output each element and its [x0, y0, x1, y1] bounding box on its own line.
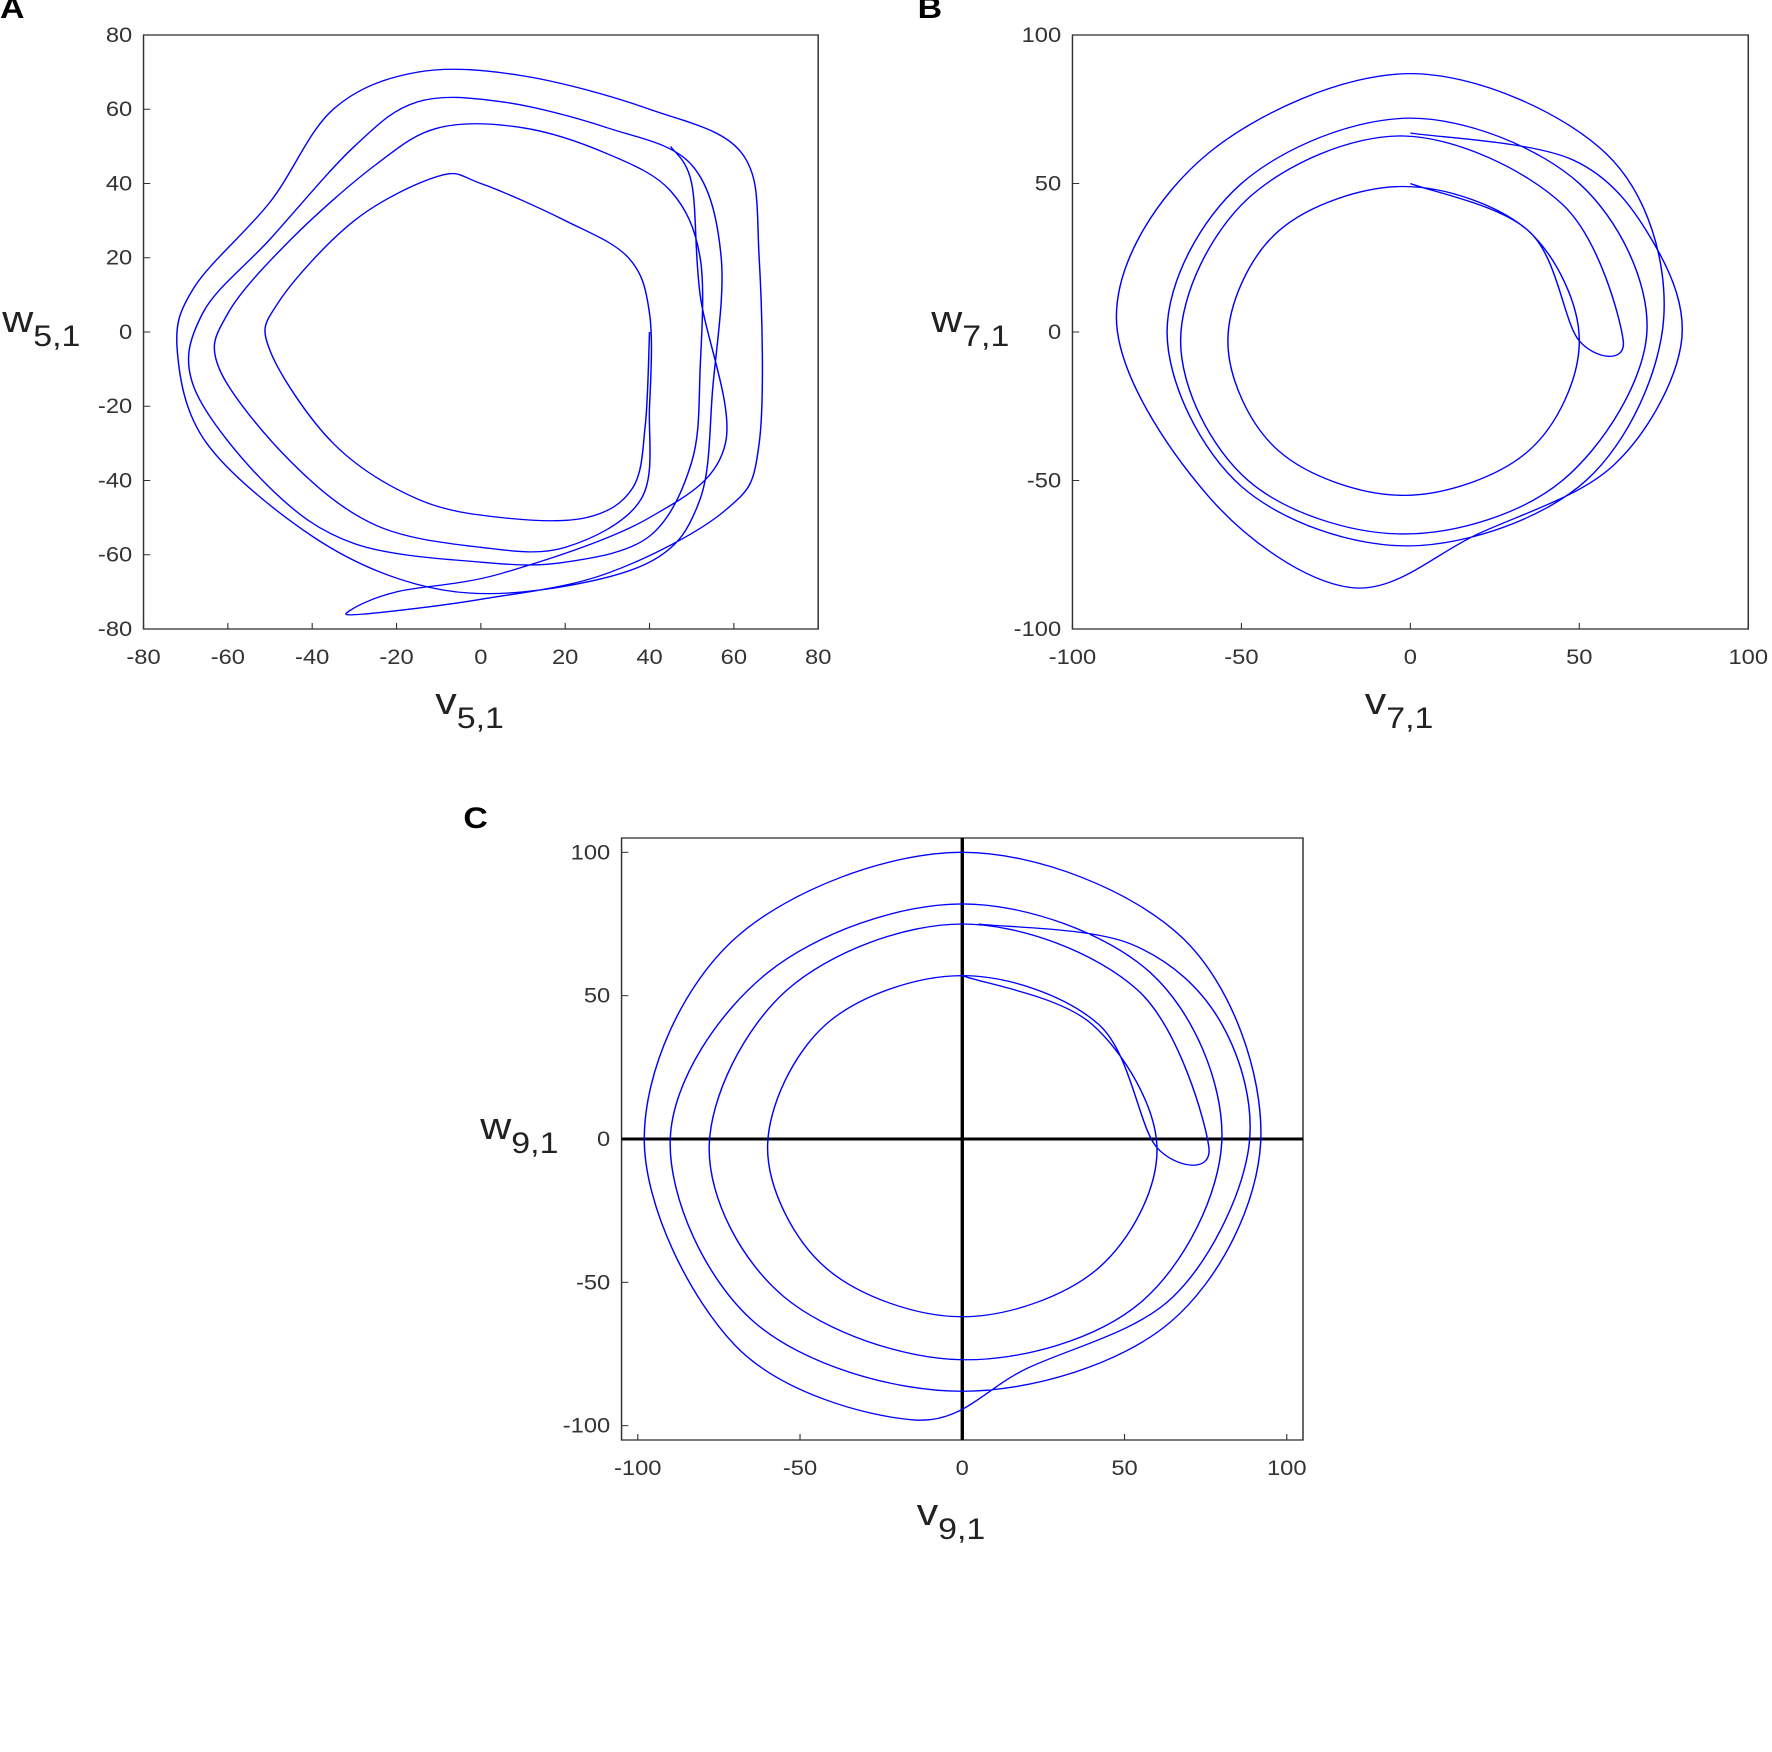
y-tick-label: -50 [576, 1271, 610, 1294]
x-tick-label: 60 [721, 645, 747, 668]
x-tick-label: -50 [783, 1456, 817, 1479]
y-tick-label: 0 [597, 1127, 610, 1150]
y-tick-label: 50 [584, 984, 610, 1007]
x-tick-label: 0 [1404, 645, 1417, 668]
panel-label: C [463, 801, 487, 835]
x-axis-label: v9,1 [917, 1490, 986, 1545]
y-tick-label: -100 [1014, 617, 1061, 640]
x-tick-label: -20 [379, 645, 413, 668]
x-tick-label: -100 [1049, 645, 1096, 668]
x-tick-label: 50 [1111, 1456, 1137, 1479]
x-tick-label: -80 [126, 645, 160, 668]
plot-frame [142, 34, 819, 630]
y-axis-label: w9,1 [479, 1104, 558, 1159]
x-axis-label-main: v [917, 1490, 939, 1533]
panel-label: A [0, 0, 24, 25]
y-tick-label: -100 [563, 1414, 610, 1437]
y-tick-label: 60 [106, 98, 132, 121]
trajectory [1115, 72, 1683, 589]
y-tick-label: 20 [106, 246, 132, 269]
y-axis-label-sub: 7,1 [962, 319, 1009, 353]
trajectory [643, 851, 1262, 1421]
x-tick-label: -60 [211, 645, 245, 668]
x-tick-label: 50 [1566, 645, 1592, 668]
panel-label: B [918, 0, 942, 25]
x-axis-label: v5,1 [435, 679, 504, 734]
trajectory [176, 68, 764, 616]
y-axis-label: w7,1 [930, 297, 1009, 352]
x-tick-label: 100 [1267, 1456, 1307, 1479]
y-tick-label: 100 [1022, 23, 1062, 46]
x-tick-label: 80 [805, 645, 831, 668]
x-tick-label: -50 [1224, 645, 1258, 668]
y-tick-label: 40 [106, 172, 132, 195]
x-axis-label-sub: 7,1 [1386, 701, 1433, 735]
y-tick-label: -20 [98, 395, 132, 418]
x-axis-label-main: v [1365, 679, 1387, 722]
x-tick-label: 40 [636, 645, 662, 668]
x-tick-label: 0 [474, 645, 487, 668]
x-tick-label: 0 [956, 1456, 969, 1479]
x-axis-label-sub: 5,1 [457, 701, 504, 735]
y-axis-label-main: w [1, 297, 34, 340]
y-axis-label-sub: 9,1 [511, 1126, 558, 1160]
x-tick-label: -40 [295, 645, 329, 668]
y-tick-label: -80 [98, 617, 132, 640]
y-tick-label: 100 [571, 841, 611, 864]
y-axis-label-main: w [479, 1104, 512, 1147]
x-tick-label: -100 [614, 1456, 661, 1479]
x-tick-label: 100 [1728, 645, 1768, 668]
y-axis-label-sub: 5,1 [33, 319, 80, 353]
y-tick-label: 50 [1035, 172, 1061, 195]
x-tick-label: 20 [552, 645, 578, 668]
y-axis-label: w5,1 [1, 297, 80, 352]
y-axis-label-main: w [930, 297, 963, 340]
y-tick-label: -60 [98, 543, 132, 566]
y-tick-label: 80 [106, 23, 132, 46]
plot-frame [1071, 34, 1750, 630]
x-axis-label: v7,1 [1365, 679, 1434, 734]
x-axis-label-sub: 9,1 [938, 1512, 985, 1546]
y-tick-label: 0 [119, 320, 132, 343]
y-tick-label: 0 [1048, 320, 1061, 343]
y-tick-label: -50 [1027, 469, 1061, 492]
x-axis-label-main: v [435, 679, 457, 722]
y-tick-label: -40 [98, 469, 132, 492]
